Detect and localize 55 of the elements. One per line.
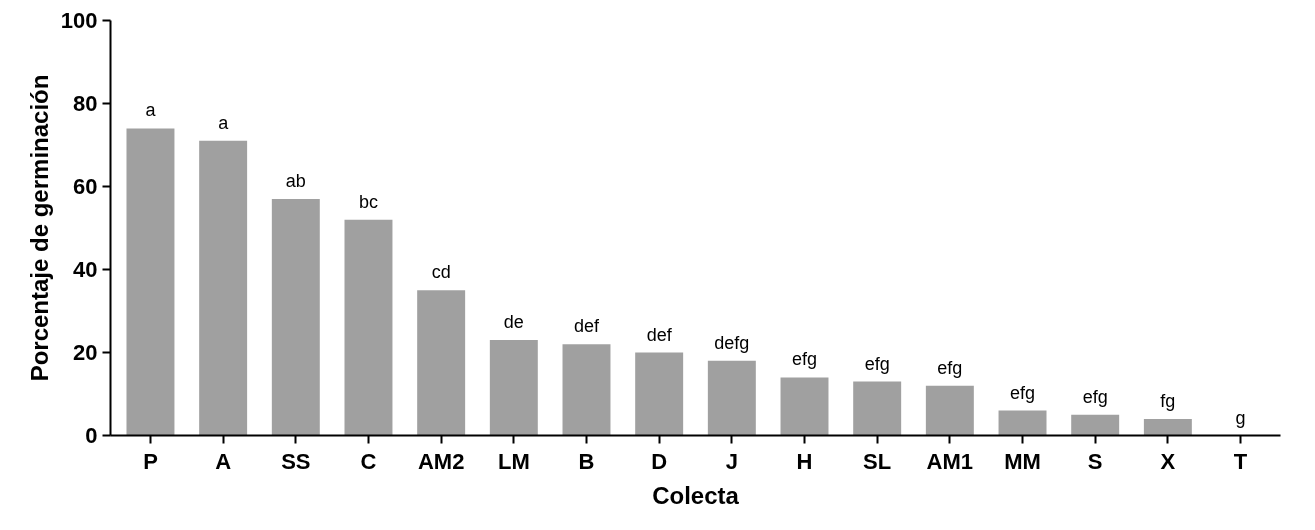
annotation: def <box>646 324 673 345</box>
annotation: def <box>573 316 600 337</box>
x-tick-label: C <box>360 448 377 474</box>
bar <box>562 344 611 436</box>
bar <box>1143 418 1192 436</box>
bar <box>489 340 538 436</box>
annotation: a <box>218 112 230 133</box>
x-tick-label: AM2 <box>417 448 465 474</box>
bar <box>126 128 175 436</box>
x-tick-label: AM1 <box>926 448 974 474</box>
x-tick-label: J <box>725 448 738 474</box>
bar <box>635 352 684 436</box>
y-tick-label: 80 <box>73 91 98 116</box>
bar <box>707 360 756 436</box>
bar <box>1071 414 1120 436</box>
bar <box>925 385 974 436</box>
x-tick-label: A <box>215 448 232 474</box>
annotation: efg <box>864 353 890 374</box>
annotation: fg <box>1160 390 1176 411</box>
annotation: de <box>503 312 524 333</box>
x-tick-label: LM <box>497 448 530 474</box>
x-tick-label: SL <box>863 448 892 474</box>
annotation: g <box>1235 407 1246 428</box>
annotation: cd <box>431 262 451 283</box>
x-tick-label: B <box>578 448 595 474</box>
bar <box>271 198 320 436</box>
annotation: efg <box>791 349 818 370</box>
x-tick-label: D <box>651 448 668 474</box>
y-tick-label: 20 <box>73 340 98 365</box>
annotation: bc <box>358 191 378 212</box>
bar <box>344 219 393 436</box>
annotation: efg <box>937 357 963 378</box>
annotation: efg <box>1010 382 1036 403</box>
y-tick-label: 40 <box>73 257 98 282</box>
y-tick-label: 0 <box>85 423 98 448</box>
bar <box>998 410 1047 436</box>
y-tick-label: 60 <box>73 174 98 199</box>
x-tick-label: T <box>1233 448 1248 474</box>
x-tick-label: X <box>1160 448 1176 474</box>
x-axis-title: Colecta <box>652 481 740 509</box>
bar <box>417 290 466 436</box>
annotation: defg <box>714 332 750 353</box>
x-tick-label: S <box>1087 448 1103 474</box>
bar <box>780 377 829 436</box>
x-tick-label: SS <box>281 448 311 474</box>
bar <box>199 140 248 436</box>
y-tick-label: 100 <box>60 8 98 33</box>
annotation: efg <box>1082 386 1108 407</box>
annotation: ab <box>285 170 306 191</box>
x-tick-label: H <box>796 448 813 474</box>
x-tick-label: MM <box>1004 448 1041 474</box>
x-tick-label: P <box>143 448 158 474</box>
annotation: a <box>145 100 157 121</box>
y-axis-title: Porcentaje de germinación <box>25 74 53 382</box>
bar <box>853 381 902 436</box>
